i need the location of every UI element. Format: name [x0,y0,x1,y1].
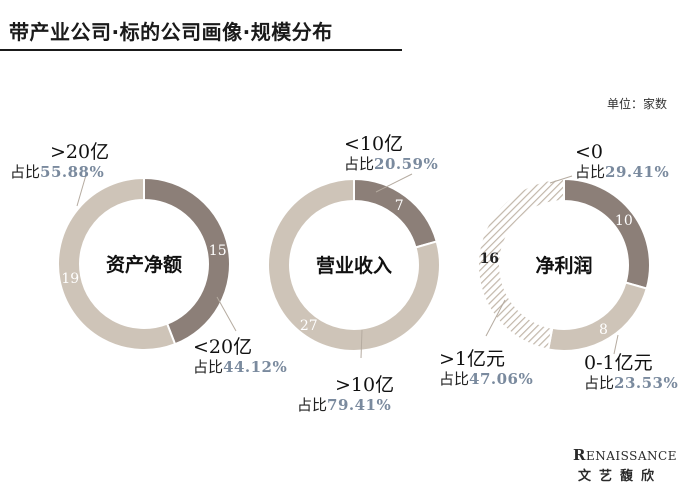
slice-value-label: 10 [615,213,633,229]
share-text: 占比 [10,163,41,181]
unit-note: 单位：家数 [606,97,667,111]
chart2-label-gt10: >10亿 占比79.41% [297,376,394,413]
brand-logo: RENAISSANCE [573,446,677,464]
slice-percent: 79.41% [327,396,392,414]
share-text: 占比 [584,374,615,392]
donut-center-title: 资产净额 [106,253,182,276]
donut-slice [57,176,177,351]
share-text: 占比 [297,396,328,414]
leader-line [613,334,619,355]
leader-line [76,174,87,207]
donut-slice [547,281,648,352]
page-title: 带产业公司·标的公司画像·规模分布 [9,20,333,44]
leader-line [360,329,363,359]
leader-line [549,175,573,184]
leader-line [375,173,413,193]
slice-label: >1亿元 [439,348,506,370]
slice-label: <0 [575,141,604,163]
brand-name-cn: 文艺馥欣 [578,469,663,484]
chart3-label-gt1: >1亿元 占比47.06% [439,350,533,387]
slice-value-label: 8 [599,322,608,338]
title-underline [0,49,402,51]
chart2-label-lt10: <10亿 占比20.59% [344,135,438,172]
chart3-label-lt0: <0 占比29.41% [575,143,669,180]
slice-label: <10亿 [344,133,404,155]
slice-percent: 20.59% [374,155,439,173]
slice-percent: 55.88% [40,163,105,181]
slice-value-label: 16 [480,251,499,267]
slice-label: 0-1亿元 [584,352,653,374]
leader-line [485,299,506,337]
chart3-label-0to1: 0-1亿元 占比23.53% [584,354,678,391]
slice-value-label: 19 [61,271,79,287]
chart1-label-gt20: >20亿 占比55.88% [10,143,109,180]
slice-label: >10亿 [335,374,395,396]
slice-percent: 29.41% [605,163,670,181]
slice-percent: 44.12% [223,358,288,376]
donut-center-title: 净利润 [535,254,592,277]
slice-percent: 47.06% [469,370,534,388]
slice-label: >20亿 [50,141,110,163]
slice-value-label: 27 [300,318,318,334]
share-text: 占比 [439,370,470,388]
slice-value-label: 15 [209,243,227,259]
share-text: 占比 [575,163,606,181]
donut-slice [267,177,441,352]
slice-percent: 23.53% [614,374,679,392]
slice-label: <20亿 [193,336,253,358]
chart1-label-lt20: <20亿 占比44.12% [193,338,287,375]
share-text: 占比 [344,155,375,173]
slice-value-label: 7 [395,198,404,214]
share-text: 占比 [193,358,224,376]
donut-center-title: 营业收入 [316,254,392,277]
leader-line [216,296,237,332]
